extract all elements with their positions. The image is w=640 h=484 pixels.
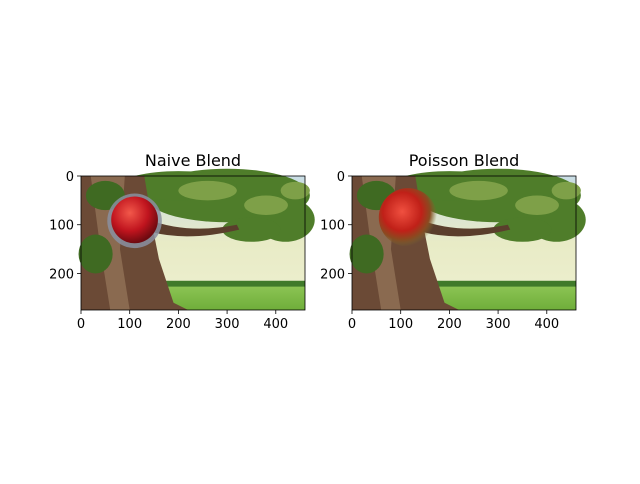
x-tick-label: 100	[388, 317, 413, 332]
x-tick-label: 300	[215, 317, 240, 332]
y-tick-label: 0	[66, 170, 74, 185]
subplot: Naive Blend 0 100 200 300 400 0 100 200	[49, 151, 315, 332]
x-tick-label: 400	[534, 317, 559, 332]
y-tick-label: 100	[49, 219, 74, 234]
axes-title: Naive Blend	[145, 151, 241, 170]
axes-frame	[80, 175, 306, 311]
x-tick-label: 200	[437, 317, 462, 332]
subplot: Poisson Blend 0 100 200 300 400 0 100 200	[320, 151, 586, 332]
x-tick-label: 200	[166, 317, 191, 332]
axes-title: Poisson Blend	[409, 151, 520, 170]
x-tick-label: 0	[348, 317, 356, 332]
y-tick-label: 0	[337, 170, 345, 185]
y-tick-label: 200	[49, 267, 74, 282]
scene	[349, 168, 586, 310]
scene	[78, 168, 315, 310]
y-tick-label: 200	[320, 267, 345, 282]
x-tick-label: 0	[77, 317, 85, 332]
apple	[111, 196, 158, 244]
axes-frame	[351, 175, 577, 311]
y-tick-label: 100	[320, 219, 345, 234]
x-tick-label: 300	[486, 317, 511, 332]
image	[349, 168, 586, 310]
apple	[378, 188, 438, 247]
x-tick-label: 100	[117, 317, 142, 332]
x-tick-label: 400	[263, 317, 288, 332]
image	[78, 168, 315, 310]
